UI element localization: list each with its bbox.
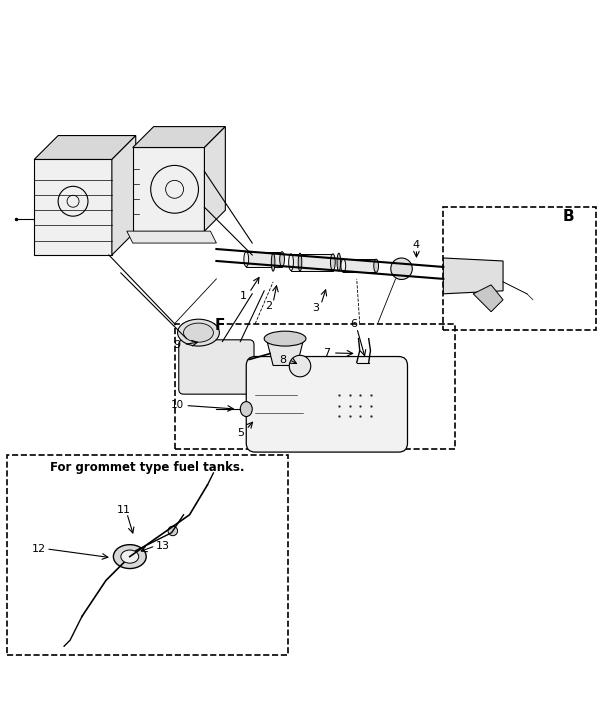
Text: 4: 4 bbox=[413, 241, 420, 250]
Ellipse shape bbox=[331, 254, 335, 270]
Polygon shape bbox=[267, 341, 303, 365]
Ellipse shape bbox=[113, 544, 146, 568]
Polygon shape bbox=[205, 127, 226, 231]
Text: 5: 5 bbox=[237, 428, 244, 438]
Ellipse shape bbox=[337, 253, 341, 271]
Polygon shape bbox=[246, 252, 282, 267]
Ellipse shape bbox=[184, 323, 214, 342]
FancyBboxPatch shape bbox=[246, 357, 407, 452]
Text: 13: 13 bbox=[155, 542, 170, 552]
Polygon shape bbox=[133, 127, 226, 147]
Circle shape bbox=[391, 258, 412, 279]
Polygon shape bbox=[34, 136, 136, 160]
Ellipse shape bbox=[121, 550, 139, 563]
Text: 7: 7 bbox=[323, 348, 330, 358]
Text: 2: 2 bbox=[265, 302, 272, 311]
Ellipse shape bbox=[178, 319, 220, 346]
Polygon shape bbox=[443, 258, 503, 294]
Polygon shape bbox=[291, 254, 333, 270]
Text: 3: 3 bbox=[313, 303, 320, 313]
Text: 10: 10 bbox=[171, 400, 184, 410]
Polygon shape bbox=[343, 259, 376, 273]
Text: 11: 11 bbox=[117, 505, 131, 515]
Ellipse shape bbox=[298, 253, 302, 271]
Ellipse shape bbox=[289, 254, 293, 270]
Ellipse shape bbox=[244, 252, 248, 267]
Ellipse shape bbox=[280, 252, 284, 267]
Text: 1: 1 bbox=[240, 291, 247, 301]
Circle shape bbox=[289, 355, 311, 377]
Ellipse shape bbox=[374, 259, 379, 273]
Text: For grommet type fuel tanks.: For grommet type fuel tanks. bbox=[50, 460, 245, 473]
Text: 8: 8 bbox=[280, 355, 287, 365]
FancyBboxPatch shape bbox=[179, 340, 254, 394]
Text: 12: 12 bbox=[31, 544, 46, 555]
Text: B: B bbox=[563, 209, 575, 224]
Polygon shape bbox=[473, 285, 503, 312]
Text: F: F bbox=[214, 318, 224, 333]
Polygon shape bbox=[112, 136, 136, 255]
Circle shape bbox=[168, 526, 178, 536]
Ellipse shape bbox=[341, 259, 346, 273]
Polygon shape bbox=[133, 147, 205, 231]
Ellipse shape bbox=[240, 402, 252, 417]
Polygon shape bbox=[127, 231, 217, 243]
Text: 6: 6 bbox=[350, 319, 357, 329]
Polygon shape bbox=[34, 160, 112, 255]
Ellipse shape bbox=[264, 331, 306, 346]
Text: 9: 9 bbox=[173, 339, 181, 349]
Ellipse shape bbox=[271, 253, 275, 271]
